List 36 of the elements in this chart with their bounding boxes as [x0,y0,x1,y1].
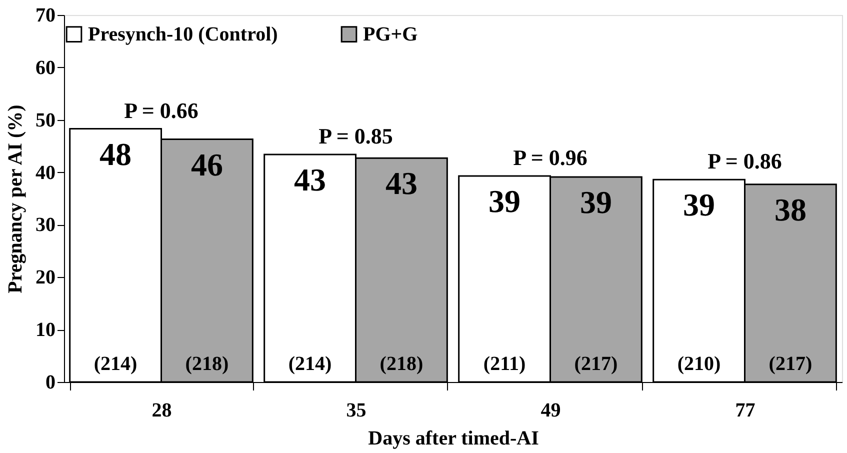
x-tick-label: 77 [735,400,756,422]
data-label: 39 [683,186,716,223]
data-label: 43 [385,165,418,202]
data-label: 43 [294,161,326,198]
y-tick-label: 20 [36,266,56,289]
annotation: P = 0.86 [708,148,782,174]
legend-label: Presynch-10 (Control) [88,23,278,46]
annotation: P = 0.66 [124,98,198,123]
data-label: 38 [774,191,806,228]
annotation: (218) [185,353,229,375]
x-axis-title: Days after timed-AI [368,428,540,450]
annotation: (217) [574,353,618,375]
y-tick-label: 70 [36,4,56,26]
data-label: 48 [100,136,132,172]
data-label: 39 [488,182,521,219]
y-tick-label: 10 [36,319,56,342]
annotation: (214) [94,353,138,375]
legend-label: PG+G [363,23,418,46]
y-tick-label: 40 [36,162,56,184]
y-tick-label: 30 [36,214,56,236]
y-tick-label: 50 [36,109,56,132]
y-axis-title: Pregnancy per AI (%) [4,104,26,294]
data-label: 39 [580,184,612,220]
annotation: P = 0.96 [513,144,588,170]
y-tick-label: 0 [46,372,56,394]
data-label: 46 [190,146,223,182]
x-tick-label: 28 [152,400,172,422]
annotation: (214) [288,353,332,375]
annotation: (211) [483,353,526,375]
annotation: (218) [380,353,424,375]
y-tick-label: 60 [36,56,56,79]
annotation: (210) [677,353,721,375]
x-tick-label: 35 [346,400,366,422]
x-tick-label: 49 [540,400,561,422]
annotation: P = 0.85 [318,123,393,148]
annotation: (217) [768,353,812,375]
